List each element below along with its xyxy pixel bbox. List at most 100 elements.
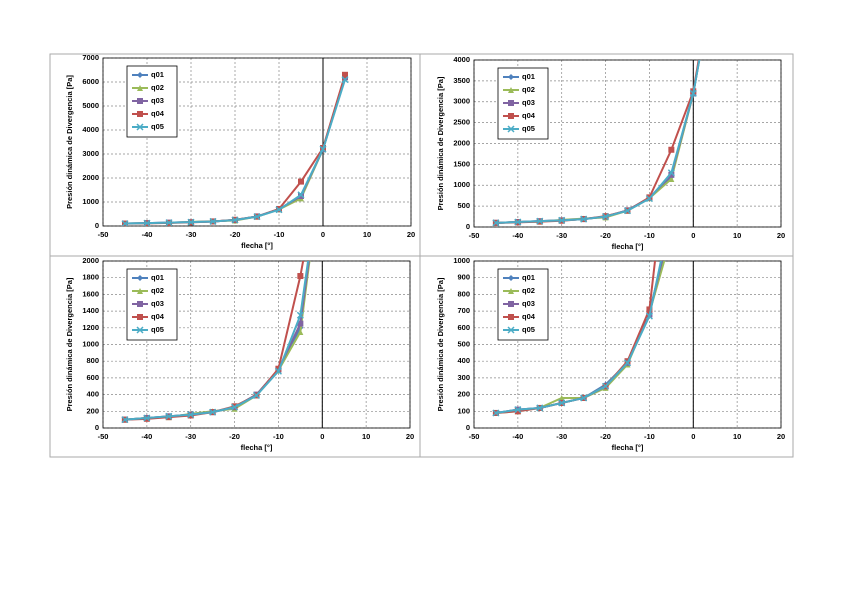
marker [668, 175, 675, 182]
marker [536, 217, 544, 225]
marker [137, 85, 143, 91]
legend-label: q04 [151, 109, 165, 118]
legend: q01 q02 q03 q04 q05 [497, 268, 549, 341]
marker [137, 288, 143, 294]
y-tick-label: 1800 [82, 273, 99, 282]
marker [297, 328, 304, 335]
marker [508, 275, 514, 281]
y-tick-label: 1000 [82, 339, 99, 348]
marker [121, 220, 129, 226]
x-tick-label: -30 [556, 432, 567, 441]
y-tick-label: 500 [457, 339, 470, 348]
marker [297, 273, 304, 280]
x-tick-label: 20 [406, 432, 414, 441]
marker [165, 412, 173, 420]
legend-label: q02 [522, 286, 535, 295]
marker [137, 314, 143, 320]
y-tick-label: 900 [457, 273, 470, 282]
y-tick-label: 0 [466, 423, 470, 432]
y-tick-label: 5000 [82, 101, 99, 110]
marker [137, 98, 143, 104]
marker [558, 394, 565, 401]
marker [508, 113, 514, 119]
x-tick-label: -40 [512, 432, 523, 441]
y-tick-label: 3500 [453, 76, 470, 85]
marker [508, 288, 514, 294]
marker [558, 216, 566, 224]
legend-label: q05 [151, 325, 164, 334]
marker [623, 359, 632, 367]
legend: q01 q02 q03 q04 q05 [126, 268, 178, 341]
x-axis-label: flecha [°] [241, 241, 273, 250]
marker [623, 207, 632, 215]
y-tick-label: 1000 [453, 256, 470, 265]
marker [253, 213, 261, 221]
marker [137, 301, 143, 307]
y-tick-label: 1400 [82, 306, 99, 315]
marker [209, 408, 217, 416]
x-tick-label: -50 [469, 231, 480, 240]
marker [297, 191, 305, 199]
marker [275, 206, 283, 214]
plot [492, 233, 674, 417]
marker [645, 195, 653, 203]
x-tick-label: 0 [320, 432, 324, 441]
marker [536, 404, 544, 412]
legend-label: q05 [522, 325, 535, 334]
marker [580, 215, 588, 223]
marker [143, 414, 151, 422]
x-tick-label: -50 [98, 230, 109, 239]
x-tick-label: -10 [273, 432, 284, 441]
x-tick-label: -20 [600, 231, 611, 240]
marker [137, 72, 143, 78]
y-tick-label: 3000 [453, 97, 470, 106]
x-tick-label: -10 [644, 231, 655, 240]
legend-label: q02 [522, 85, 535, 94]
marker [187, 411, 195, 419]
y-tick-label: 700 [457, 306, 470, 315]
plot-border [473, 260, 782, 429]
marker [668, 233, 674, 239]
marker [492, 409, 500, 417]
y-tick-label: 6000 [82, 77, 99, 86]
plot [121, 71, 349, 226]
marker [136, 326, 144, 334]
legend-label: q05 [151, 122, 164, 131]
marker [231, 403, 239, 411]
legend-label: q05 [522, 124, 535, 133]
y-tick-label: 200 [457, 390, 470, 399]
y-tick-label: 200 [86, 406, 99, 415]
marker [137, 111, 143, 117]
marker [689, 89, 697, 97]
marker [668, 171, 675, 178]
x-tick-label: -10 [274, 230, 285, 239]
x-tick-label: -50 [98, 432, 109, 441]
x-tick-label: 10 [733, 231, 741, 240]
marker [667, 169, 675, 177]
x-axis-label: flecha [°] [612, 242, 644, 251]
y-tick-label: 0 [95, 423, 99, 432]
marker [514, 218, 522, 226]
marker [319, 145, 327, 153]
marker [646, 306, 653, 313]
legend-label: q04 [522, 111, 536, 120]
x-tick-label: 20 [777, 231, 785, 240]
marker [668, 146, 675, 153]
marker [297, 320, 304, 327]
marker [187, 218, 195, 226]
y-tick-label: 100 [457, 406, 470, 415]
x-tick-label: -40 [141, 432, 152, 441]
y-axis-label: Presión dinámica de Divergencia [Pa] [65, 277, 74, 411]
legend-label: q02 [151, 286, 164, 295]
x-tick-label: 10 [363, 230, 371, 239]
series-line [124, 261, 311, 421]
marker [341, 76, 349, 84]
y-tick-label: 0 [95, 221, 99, 230]
y-tick-label: 2500 [453, 118, 470, 127]
x-tick-label: 0 [691, 432, 695, 441]
legend-label: q04 [522, 312, 536, 321]
x-tick-label: 0 [691, 231, 695, 240]
marker [645, 312, 653, 320]
legend-label: q01 [522, 273, 535, 282]
y-tick-label: 800 [86, 356, 99, 365]
